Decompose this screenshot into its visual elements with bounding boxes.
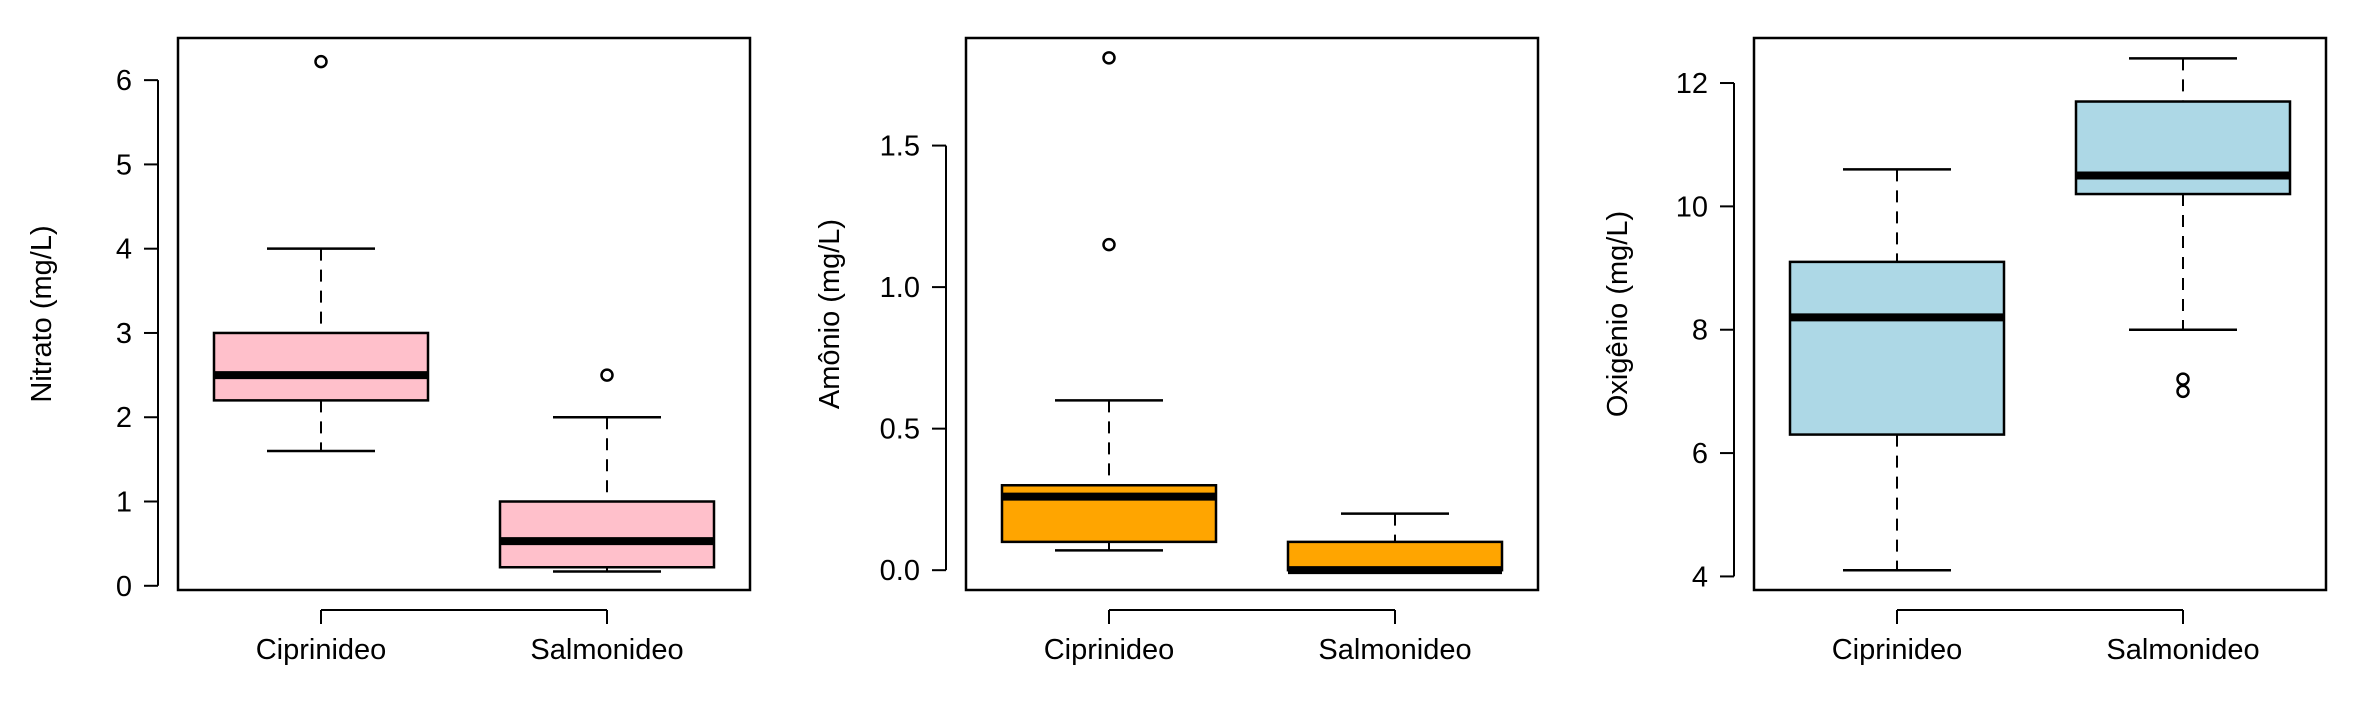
- panel-3: 4 6 8 10 12 Oxigênio (mg/L) Ciprinideo Salmonid…: [1602, 36, 2328, 666]
- box-ciprinideo: [212, 54, 430, 453]
- y-axis-title: Oxigênio (mg/L): [1602, 211, 1634, 417]
- box-body: [212, 331, 430, 402]
- box-ciprinideo: [1788, 168, 2006, 572]
- plot-frame: [176, 36, 752, 592]
- y-axis-title: Amônio (mg/L): [814, 219, 846, 409]
- y-tick-label: 6: [116, 65, 132, 97]
- y-tick-label: 10: [1676, 191, 1708, 223]
- outlier-point: [314, 54, 328, 69]
- box-body: [2074, 100, 2292, 196]
- x-tick-label: Salmonideo: [530, 634, 683, 666]
- y-tick-label: 8: [1692, 315, 1708, 347]
- y-tick-label: 0.5: [880, 414, 920, 446]
- box-salmonideo: [1286, 512, 1504, 575]
- y-tick-label: 1.5: [880, 131, 920, 163]
- y-tick-label: 12: [1676, 68, 1708, 100]
- plot-frame: [1752, 36, 2328, 592]
- box-salmonideo: [2074, 57, 2292, 399]
- y-tick-label: 4: [1692, 561, 1708, 593]
- y-tick-label: 1: [116, 487, 132, 519]
- outlier-point: [1102, 237, 1116, 252]
- box-salmonideo: [498, 368, 716, 573]
- y-tick-label: 1.0: [880, 272, 920, 304]
- y-axis-title: Nitrato (mg/L): [26, 225, 58, 402]
- box-body: [498, 500, 716, 569]
- y-tick-label: 0: [116, 571, 132, 603]
- plot-frame: [964, 36, 1540, 592]
- panel-2: 0.0 0.5 1.0 1.5 Amônio (mg/L) Ciprinideo Salmo…: [814, 36, 1540, 666]
- y-tick-label: 6: [1692, 438, 1708, 470]
- y-tick-label: 5: [116, 149, 132, 181]
- outlier-point: [2176, 384, 2190, 399]
- x-tick-label: Salmonideo: [2106, 634, 2259, 666]
- outlier-point: [2176, 372, 2190, 386]
- y-tick-label: 2: [116, 402, 132, 434]
- y-tick-label: 4: [116, 234, 132, 266]
- x-tick-label: Ciprinideo: [256, 634, 387, 666]
- panel-1: 0 1 2 3 4 5 6 Nitrato (mg/L) Ciprinideo Salmonide…: [26, 36, 752, 666]
- box-body: [1788, 260, 2006, 436]
- y-tick-label: 0.0: [880, 555, 920, 587]
- y-tick-label: 3: [116, 318, 132, 350]
- box-ciprinideo: [1000, 51, 1218, 552]
- x-tick-label: Salmonideo: [1318, 634, 1471, 666]
- x-tick-label: Ciprinideo: [1044, 634, 1175, 666]
- outlier-point: [1102, 51, 1116, 65]
- outlier-point: [600, 368, 614, 382]
- box-body: [1286, 540, 1504, 572]
- x-tick-label: Ciprinideo: [1832, 634, 1963, 666]
